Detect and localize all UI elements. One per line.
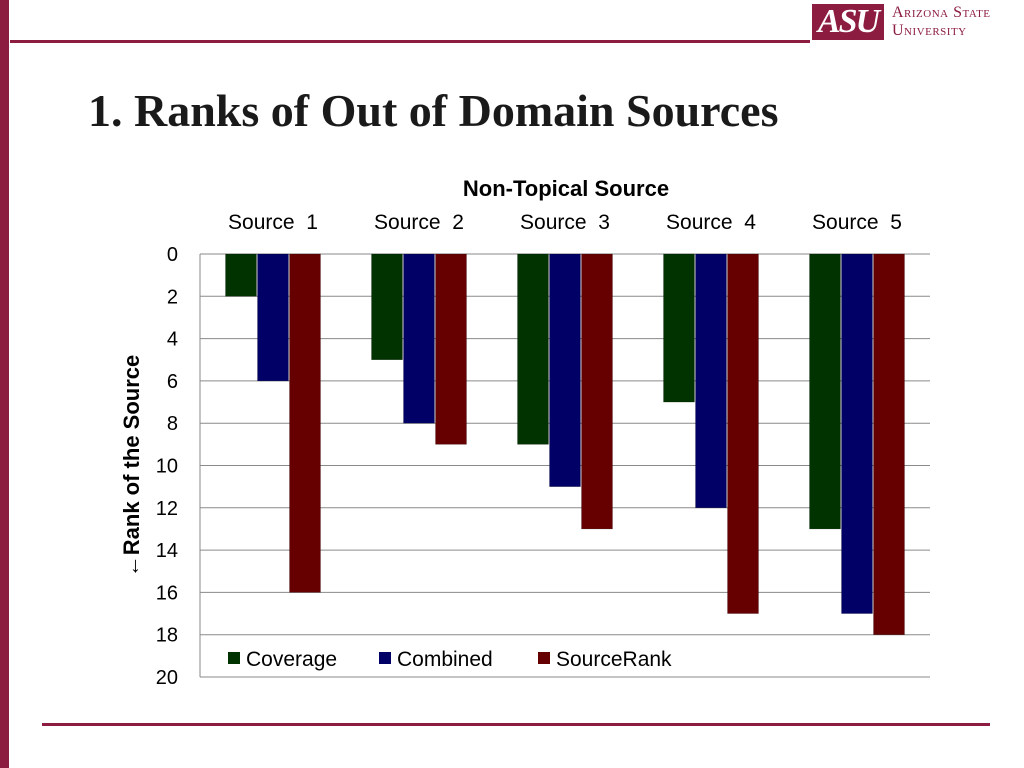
bar-coverage [809,253,841,530]
bar-combined [695,253,727,509]
bar-combined [403,253,435,424]
y-tick-label: 10 [156,456,178,478]
slide-title: 1. Ranks of Out of Domain Sources [88,85,779,136]
asu-logo: ASU Arizona State University [812,2,1022,42]
footer-rule [42,723,990,726]
y-tick-label: 20 [156,667,178,689]
bar-combined [549,253,581,487]
category-label: Source 1 [228,211,318,234]
chart-title: Non-Topical Source [463,176,669,201]
y-tick-label: 12 [156,498,178,520]
bar-sourcerank [727,253,759,614]
y-tick-label: 16 [156,582,178,604]
category-label: Source 3 [520,211,610,234]
header-rule [10,40,810,43]
y-tick-label: 8 [167,413,178,435]
logo-line-2: University [892,22,967,39]
legend-swatch-coverage [228,652,240,664]
legend-swatch-combined [379,652,391,664]
y-tick-label: 2 [167,286,178,308]
legend-label: Coverage [246,648,337,671]
legend-label: SourceRank [556,648,672,671]
left-accent-bar [0,0,9,768]
category-label: Source 4 [666,211,756,234]
legend-swatch-sourcerank [538,652,550,664]
bar-coverage [225,253,257,297]
category-label: Source 2 [374,211,464,234]
y-tick-label: 4 [167,329,178,351]
category-label: Source 5 [812,211,902,234]
asu-logo-text: Arizona State University [892,4,991,40]
legend-label: Combined [397,648,493,671]
bar-sourcerank [435,253,467,445]
logo-line-1: Arizona State [892,4,991,21]
y-axis-label: ←Rank of the Source [119,355,144,577]
bar-combined [841,253,873,614]
bar-coverage [517,253,549,445]
bar-sourcerank [581,253,613,530]
bar-combined [257,253,289,382]
bar-sourcerank [289,253,321,593]
bar-sourcerank [873,253,905,635]
y-tick-label: 0 [167,244,178,266]
y-tick-label: 6 [167,371,178,393]
asu-logo-mark: ASU [812,4,884,40]
y-tick-label: 14 [156,540,178,562]
bar-coverage [663,253,695,403]
y-tick-label: 18 [156,625,178,647]
bar-coverage [371,253,403,360]
